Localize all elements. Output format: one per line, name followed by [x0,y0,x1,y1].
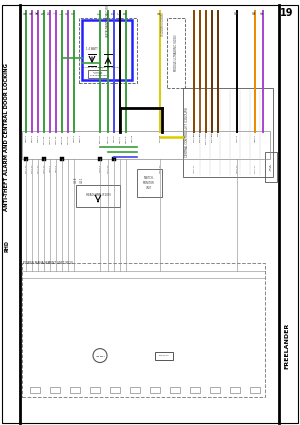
Text: C592-F: C592-F [113,134,115,142]
Text: G: G [72,12,76,14]
Text: (3 DOOR): (3 DOOR) [161,12,165,24]
Text: INSTRUMENT PACK (C393): INSTRUMENT PACK (C393) [106,4,110,37]
Text: AJ: AJ [24,11,28,14]
Text: C358-1: C358-1 [254,134,256,142]
Bar [90,387,100,393]
Text: F: F [98,13,102,14]
Text: C593-G: C593-G [125,134,127,143]
Bar [30,387,40,393]
Text: HEADLAMP (F109): HEADLAMP (F109) [85,193,110,197]
Text: C084-3: C084-3 [100,164,101,172]
Text: ANTI-THEFT ALARM AND CENTRAL DOOR LOCKING: ANTI-THEFT ALARM AND CENTRAL DOOR LOCKIN… [4,63,10,211]
Text: 4.1.8: 4.1.8 [74,177,78,183]
Text: B: B [124,12,128,14]
Text: SWITCH-
MONITOR
UNIT: SWITCH- MONITOR UNIT [143,176,155,190]
Text: C593-D: C593-D [107,134,109,143]
Bar [155,351,173,360]
Bar [265,152,277,182]
Bar [98,157,102,161]
Bar [137,169,162,197]
Text: C449-12: C449-12 [61,134,62,144]
Bar [150,387,160,393]
Text: C448-14: C448-14 [160,164,161,173]
Text: AJL: AJL [235,10,239,14]
Bar [42,157,46,161]
Text: C203-12: C203-12 [254,164,256,173]
Text: C449-12: C449-12 [236,164,238,173]
Text: FREELANDER: FREELANDER [284,323,290,369]
Text: AK: AK [36,11,40,14]
Bar [22,264,265,397]
Bar [183,88,273,177]
Text: 4.8.1: 4.8.1 [80,177,84,183]
Text: C230-1: C230-1 [160,134,161,142]
Text: MODULE-ULTRASONIC (G010): MODULE-ULTRASONIC (G010) [174,35,178,71]
Text: POWER MANAGEMENT UNIT (PCU): POWER MANAGEMENT UNIT (PCU) [23,261,73,265]
Text: C593-C: C593-C [119,134,121,143]
Bar [50,387,60,393]
Bar [230,387,240,393]
Bar [190,387,200,393]
Text: (5 DOOR): (5 DOOR) [161,24,165,36]
Text: RESISTOR: RESISTOR [159,355,169,356]
Text: AL: AL [30,11,34,14]
Text: C592-M: C592-M [100,134,101,143]
Text: C: C [118,12,122,14]
Bar [70,387,80,393]
Text: C233-15: C233-15 [107,164,109,173]
Text: N: N [42,12,46,14]
Text: 1.4 WATT: 1.4 WATT [86,47,98,51]
Bar [24,157,28,161]
Text: 19: 19 [280,8,294,18]
Text: M: M [48,12,52,14]
Bar [210,387,220,393]
Text: CENTRAL CONTROL UNIT (COLOURS): CENTRAL CONTROL UNIT (COLOURS) [185,107,189,158]
Text: C593-B: C593-B [131,134,133,142]
Text: AG: AG [253,10,257,14]
Text: D: D [112,12,116,14]
Text: DIODE-LH (G126): DIODE-LH (G126) [82,67,102,68]
Text: REAR
ALARM: REAR ALARM [270,163,272,171]
Text: DIODE-RH (G126): DIODE-RH (G126) [98,67,118,68]
Bar [88,70,108,78]
Text: FUSE 14
10 AMP
PCB MOUNTED: FUSE 14 10 AMP PCB MOUNTED [89,72,106,76]
Bar [22,131,270,159]
Text: RHD: RHD [4,241,10,252]
Bar [250,387,260,393]
Bar [167,18,185,88]
Text: E: E [106,12,110,14]
Text: AF: AF [261,11,265,14]
Text: A: A [158,12,162,14]
Text: H: H [66,12,70,14]
Bar [170,387,180,393]
Bar [60,157,64,161]
Bar [76,185,120,207]
Bar [130,387,140,393]
Bar [79,18,137,83]
Bar [82,20,132,80]
Bar [112,157,116,161]
Text: C130-4: C130-4 [236,134,238,142]
Bar [110,387,120,393]
